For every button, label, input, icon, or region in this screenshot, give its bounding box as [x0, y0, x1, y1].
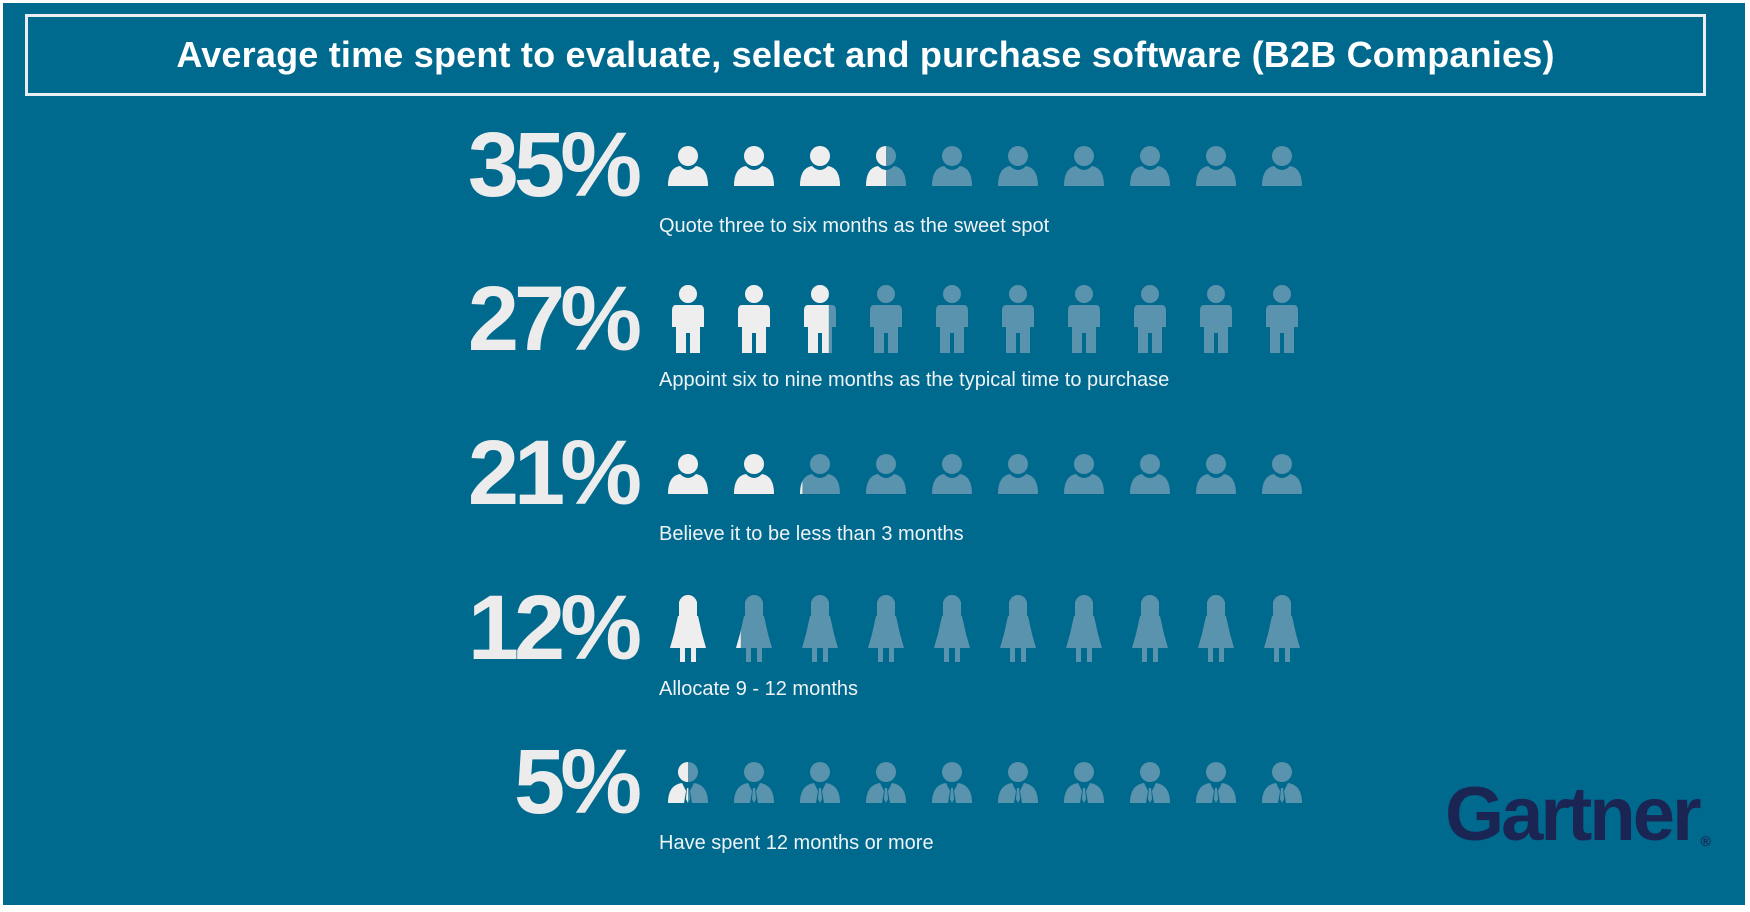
pictograph-row: 21% [3, 423, 1745, 573]
person-bust-icon [985, 452, 1051, 494]
pictograph-row: 12% [3, 578, 1745, 728]
person-bust-icon [1117, 144, 1183, 186]
pictograph-row: 5% [3, 732, 1745, 882]
woman-icon [721, 594, 787, 662]
person-full-icon [787, 285, 853, 353]
woman-icon [853, 594, 919, 662]
person-bust-icon [1051, 144, 1117, 186]
row-caption: Allocate 9 - 12 months [659, 678, 858, 700]
person-bust-icon [1051, 452, 1117, 494]
woman-icon [985, 594, 1051, 662]
percentage-label: 12% [467, 577, 642, 679]
infographic-panel: Average time spent to evaluate, select a… [3, 3, 1745, 905]
person-bust-icon [1117, 452, 1183, 494]
percentage-label: 5% [514, 731, 642, 833]
man-tie-icon [985, 761, 1051, 803]
man-tie-icon [655, 761, 721, 803]
man-tie-icon [919, 761, 985, 803]
person-full-icon [853, 285, 919, 353]
icon-strip [655, 269, 1315, 369]
icon-strip [655, 423, 1315, 523]
man-tie-icon [853, 761, 919, 803]
logo-text: Gartner [1445, 772, 1702, 857]
person-full-icon [721, 285, 787, 353]
person-full-icon [655, 285, 721, 353]
man-tie-icon [1117, 761, 1183, 803]
man-tie-icon [1051, 761, 1117, 803]
man-tie-icon [1249, 761, 1315, 803]
person-full-icon [1249, 285, 1315, 353]
woman-icon [919, 594, 985, 662]
person-bust-icon [655, 144, 721, 186]
pictograph-row: 27% [3, 269, 1745, 419]
person-bust-icon [919, 144, 985, 186]
row-caption: Quote three to six months as the sweet s… [659, 215, 1050, 237]
person-bust-icon [721, 452, 787, 494]
logo-registered-mark: ® [1700, 833, 1711, 849]
person-bust-icon [919, 452, 985, 494]
woman-icon [1051, 594, 1117, 662]
percentage-label: 35% [467, 114, 642, 216]
person-full-icon [919, 285, 985, 353]
person-bust-icon [1249, 452, 1315, 494]
row-caption: Appoint six to nine months as the typica… [659, 369, 1170, 391]
title-box: Average time spent to evaluate, select a… [25, 14, 1706, 96]
person-full-icon [1051, 285, 1117, 353]
percentage-label: 27% [467, 268, 642, 370]
man-tie-icon [787, 761, 853, 803]
person-bust-icon [853, 144, 919, 186]
row-caption: Have spent 12 months or more [659, 832, 934, 854]
person-bust-icon [655, 452, 721, 494]
man-tie-icon [721, 761, 787, 803]
woman-icon [1183, 594, 1249, 662]
woman-icon [1117, 594, 1183, 662]
person-bust-icon [985, 144, 1051, 186]
person-bust-icon [1183, 452, 1249, 494]
person-bust-icon [787, 144, 853, 186]
person-full-icon [1183, 285, 1249, 353]
person-bust-icon [1183, 144, 1249, 186]
person-bust-icon [1249, 144, 1315, 186]
person-full-icon [985, 285, 1051, 353]
woman-icon [787, 594, 853, 662]
person-full-icon [1117, 285, 1183, 353]
icon-strip [655, 115, 1315, 215]
person-bust-icon [853, 452, 919, 494]
chart-title: Average time spent to evaluate, select a… [176, 34, 1555, 75]
gartner-logo: Gartner ® [1445, 771, 1711, 858]
person-bust-icon [721, 144, 787, 186]
person-bust-icon [787, 452, 853, 494]
woman-icon [1249, 594, 1315, 662]
row-caption: Believe it to be less than 3 months [659, 523, 964, 545]
icon-strip [655, 732, 1315, 832]
percentage-label: 21% [467, 422, 642, 524]
man-tie-icon [1183, 761, 1249, 803]
woman-icon [655, 594, 721, 662]
pictograph-row: 35% [3, 115, 1745, 265]
icon-strip [655, 578, 1315, 678]
